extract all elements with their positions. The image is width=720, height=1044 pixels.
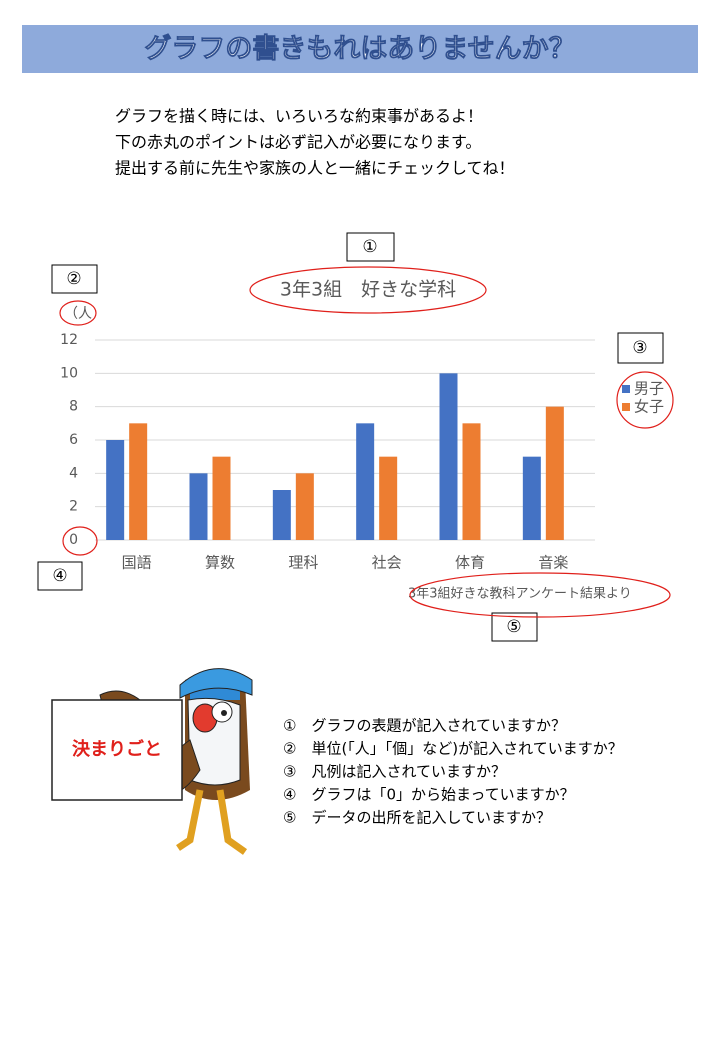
marker-box: [346, 232, 395, 262]
check-item: ⑤ データの出所を記入していますか？: [283, 809, 551, 827]
bar: [129, 423, 148, 540]
legend-label: 女子: [634, 398, 664, 416]
intro-line: グラフを描く時には、いろいろな約束事があるよ！: [115, 107, 483, 126]
bar: [272, 490, 291, 540]
y-tick-label: 2: [69, 499, 78, 515]
x-tick-label: 社会: [372, 554, 402, 572]
bar: [356, 423, 375, 540]
highlight: [616, 371, 674, 429]
header-bar: [22, 25, 698, 73]
y-tick-label: 12: [60, 332, 78, 348]
marker-box: [51, 264, 98, 294]
sign-text: 決まりごと: [72, 738, 162, 760]
check-item: ② 単位(「人」「個」など)が記入されていますか？: [283, 740, 623, 758]
intro-line: 下の赤丸のポイントは必ず記入が必要になります。: [115, 133, 481, 152]
bar: [379, 456, 398, 540]
legend-swatch: [622, 403, 630, 411]
marker: ③: [632, 338, 647, 358]
intro-line: 提出する前に先生や家族の人と一緒にチェックしてね！: [115, 159, 515, 178]
highlight: [249, 266, 487, 314]
y-tick-label: 0: [69, 532, 78, 548]
y-tick-label: 4: [69, 465, 78, 481]
bar: [106, 440, 125, 540]
marker: ⑤: [506, 617, 521, 637]
check-item: ④ グラフは「0」から始まっていますか？: [283, 786, 575, 804]
x-tick-label: 国語: [122, 554, 152, 572]
source: 3年3組好きな教科アンケート結果より: [408, 586, 632, 602]
legend-swatch: [622, 385, 630, 393]
x-tick-label: 算数: [205, 554, 235, 572]
bar: [522, 456, 541, 540]
x-tick-label: 音楽: [538, 554, 568, 572]
chart-title: 3年3組 好きな学科: [280, 279, 456, 301]
bar: [212, 456, 231, 540]
header-title: グラフの書きもれはありませんか？: [144, 33, 575, 65]
check-item: ③ 凡例は記入されていますか？: [283, 763, 506, 781]
x-tick-label: 体育: [455, 554, 485, 572]
x-tick-label: 理科: [288, 554, 318, 572]
bar: [439, 373, 458, 540]
highlight: [409, 572, 671, 618]
y-tick-label: 8: [69, 399, 78, 415]
highlight: [62, 526, 98, 556]
marker-box: [617, 332, 664, 364]
sign-board: [51, 699, 183, 801]
marker: ①: [362, 237, 377, 257]
marker: ④: [52, 566, 67, 586]
highlight: [59, 300, 97, 326]
marker-box: [491, 612, 538, 642]
chart: 3年3組 好きな学科 （人 3年3組好きな教科アンケート結果より 0 2 4 6 8 10…: [60, 279, 664, 602]
legend-label: 男子: [634, 380, 664, 398]
marker: ②: [66, 269, 81, 289]
bar: [545, 406, 564, 540]
unit-label: （人: [64, 306, 92, 322]
bar: [295, 473, 314, 540]
bar: [462, 423, 481, 540]
y-tick-label: 6: [69, 432, 78, 448]
y-tick-label: 10: [60, 365, 78, 381]
check-item: ① グラフの表題が記入されていますか？: [283, 717, 566, 735]
marker-box: [37, 561, 83, 591]
bar: [189, 473, 208, 540]
